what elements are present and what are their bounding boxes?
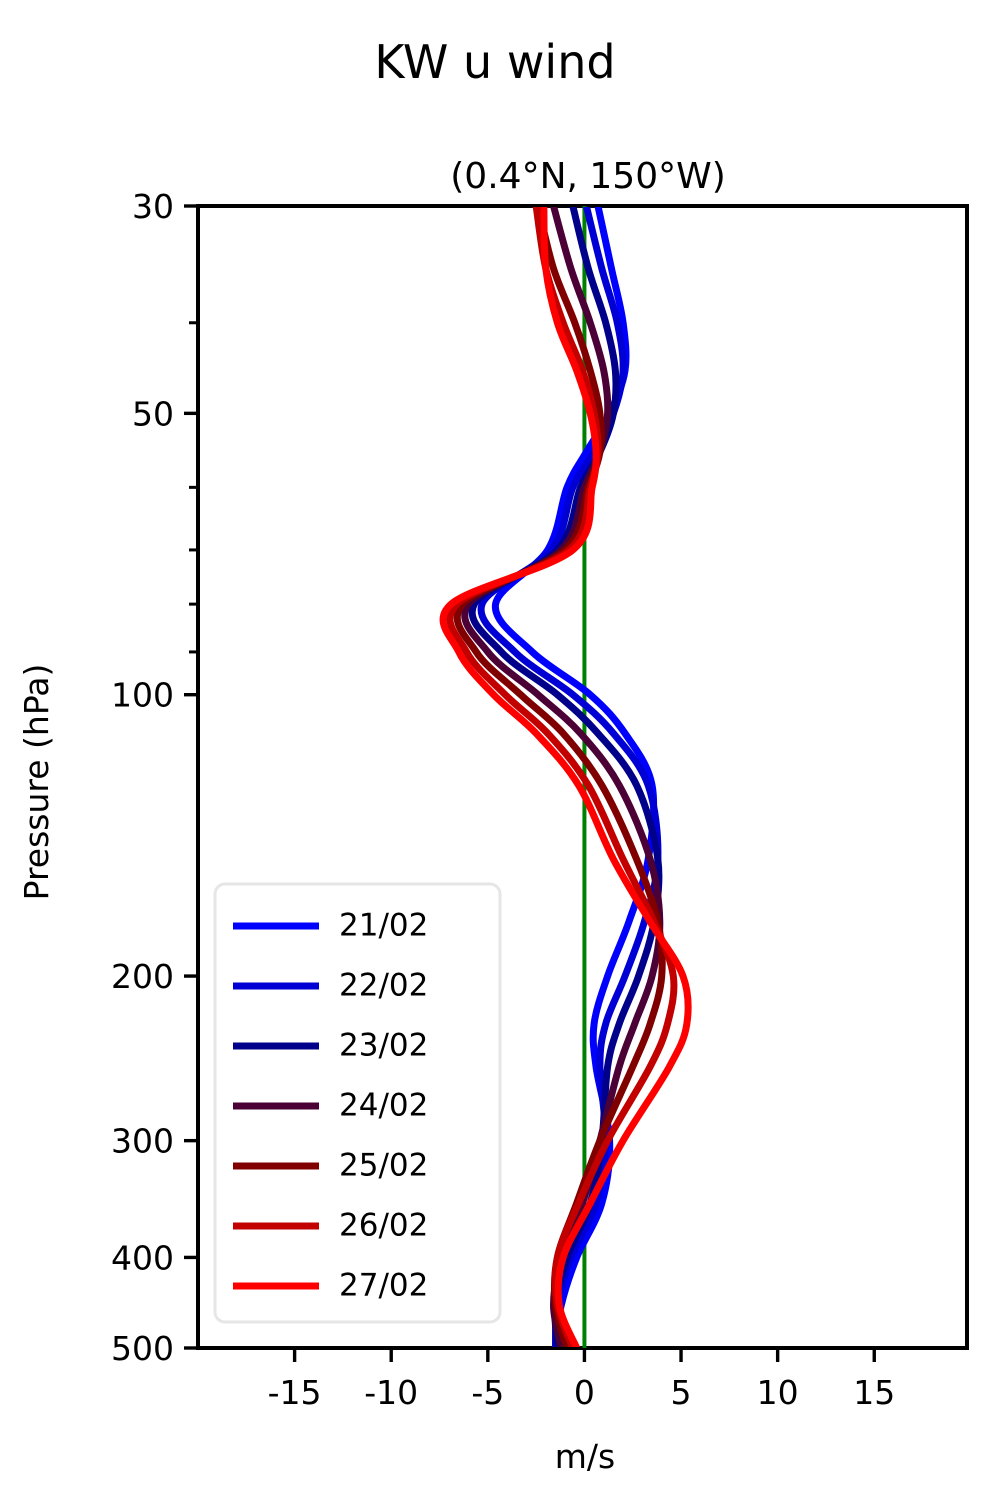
legend-label-23-02: 23/02 — [339, 1028, 428, 1064]
x-tick-label: -10 — [364, 1373, 418, 1412]
y-tick-label: 30 — [132, 187, 174, 226]
x-axis-label: m/s — [555, 1437, 615, 1476]
legend-label-22-02: 22/02 — [339, 968, 428, 1004]
x-tick-label: 0 — [574, 1373, 595, 1412]
axis-ticks — [184, 204, 876, 1362]
y-tick-label: 300 — [111, 1122, 174, 1161]
y-tick-label: 400 — [111, 1238, 174, 1277]
series-line-27-02 — [439, 207, 692, 1347]
y-tick-label: 500 — [111, 1329, 174, 1368]
legend-label-26-02: 26/02 — [339, 1208, 428, 1244]
y-axis-label: Pressure (hPa) — [17, 664, 56, 901]
legend-label-24-02: 24/02 — [339, 1088, 428, 1124]
x-tick-label: -15 — [268, 1373, 322, 1412]
x-tick-label: -5 — [471, 1373, 504, 1412]
data-curves — [439, 207, 692, 1347]
legend-label-21-02: 21/02 — [339, 908, 428, 944]
legend[interactable]: 21/02 22/02 23/02 24/02 25/02 26/02 27/02 — [213, 882, 502, 1324]
y-tick-label: 50 — [132, 394, 174, 433]
y-tick-label: 200 — [111, 957, 174, 996]
x-tick-label: 5 — [671, 1373, 692, 1412]
legend-label-25-02: 25/02 — [339, 1148, 428, 1184]
chart-title: KW u wind — [374, 35, 615, 89]
x-tick-label: 10 — [757, 1373, 799, 1412]
legend-label-27-02: 27/02 — [339, 1268, 428, 1304]
axis-tick-labels: -15 -10 -5 0 5 10 15 30 50 100 200 300 400 500 — [111, 187, 895, 1412]
chart-subtitle: (0.4°N, 150°W) — [450, 156, 725, 197]
series-line-26-02 — [446, 207, 678, 1347]
series-line-25-02 — [453, 207, 666, 1347]
x-tick-label: 15 — [853, 1373, 895, 1412]
y-tick-label: 100 — [111, 676, 174, 715]
